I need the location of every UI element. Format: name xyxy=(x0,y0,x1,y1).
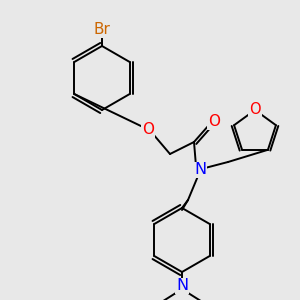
Text: O: O xyxy=(208,115,220,130)
Text: O: O xyxy=(249,101,261,116)
Text: Br: Br xyxy=(94,22,110,38)
Text: O: O xyxy=(142,122,154,137)
Text: N: N xyxy=(176,278,188,293)
Text: N: N xyxy=(194,163,206,178)
